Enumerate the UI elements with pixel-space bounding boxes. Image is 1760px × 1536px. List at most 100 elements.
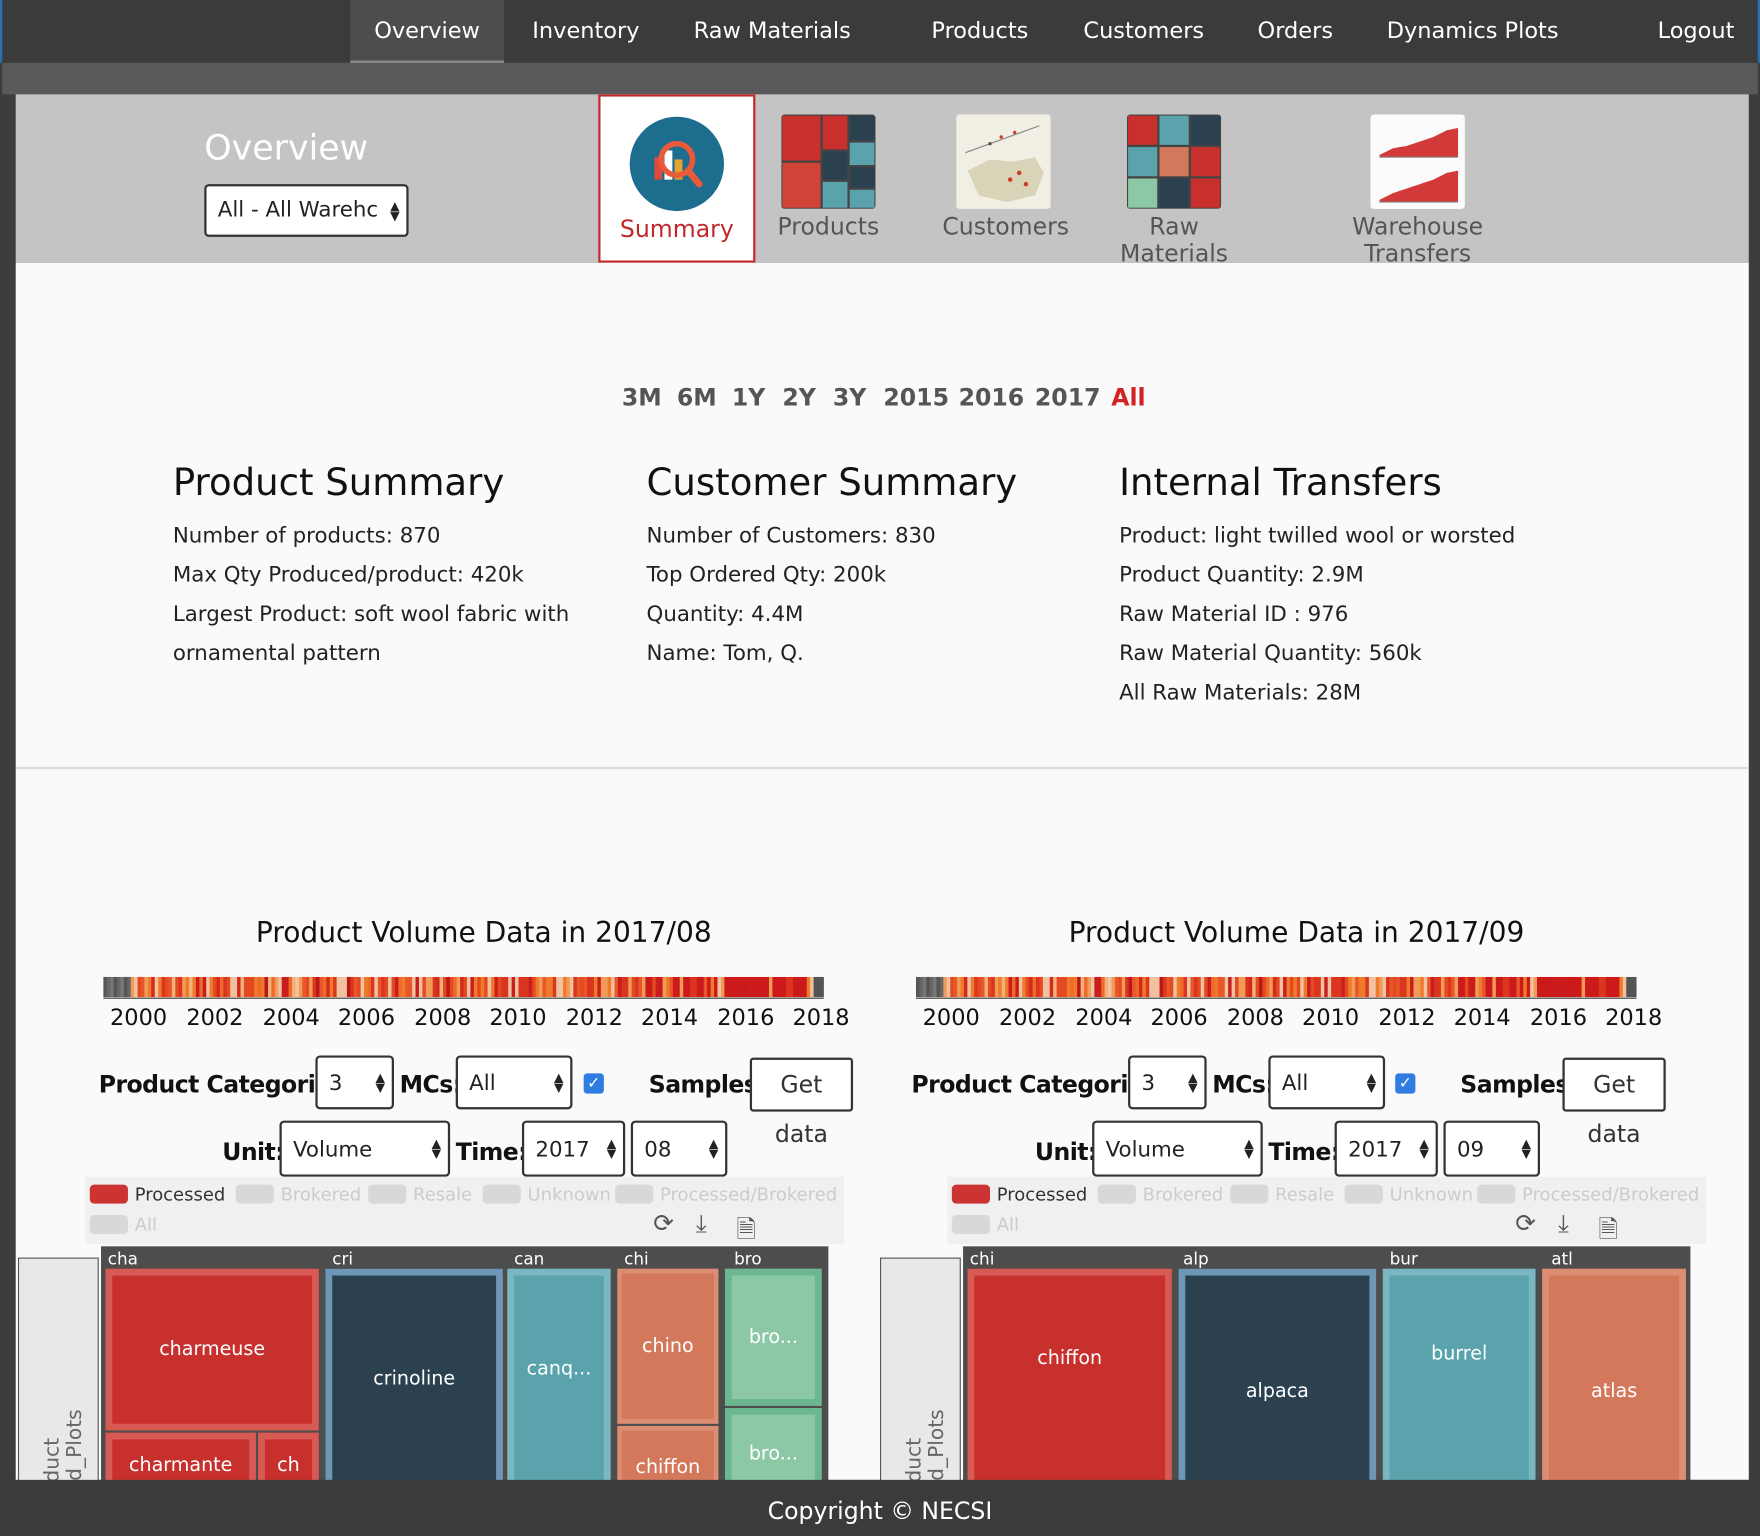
legend-resale[interactable]: Resale: [1230, 1183, 1334, 1205]
document-icon[interactable]: 🗎: [736, 1216, 757, 1245]
treemap-cell[interactable]: charmeuse: [105, 1268, 319, 1431]
treemap-cell[interactable]: burrel: [1382, 1268, 1536, 1483]
refresh-icon[interactable]: ⟳: [653, 1210, 674, 1239]
treemap-cell[interactable]: bro...: [725, 1268, 822, 1406]
timeline-band: [1077, 976, 1082, 998]
tab-raw-materials[interactable]: Raw Materials: [1096, 94, 1253, 267]
range-2016[interactable]: 2016: [958, 384, 1025, 411]
mcs-checkbox[interactable]: ✓: [583, 1073, 604, 1094]
tab-products[interactable]: Products: [768, 94, 889, 262]
range-3m[interactable]: 3M: [621, 384, 662, 411]
range-1y[interactable]: 1Y: [731, 384, 766, 411]
treemap-cell[interactable]: chiffon: [967, 1268, 1172, 1483]
legend-unknown[interactable]: Unknown: [482, 1183, 611, 1205]
year-select[interactable]: 2017 ▲ ▼: [521, 1120, 626, 1177]
timeline-band: [1320, 976, 1325, 998]
legend-resale[interactable]: Resale: [368, 1183, 472, 1205]
range-3y[interactable]: 3Y: [832, 384, 867, 411]
nav-inventory[interactable]: Inventory: [532, 16, 640, 44]
legend-unknown[interactable]: Unknown: [1344, 1183, 1473, 1205]
legend-brokered[interactable]: Brokered: [235, 1183, 361, 1205]
customer-summary-line: Top Ordered Qty: 200k: [646, 562, 887, 588]
timeline-band: [1118, 976, 1123, 998]
nav-dynamics-plots[interactable]: Dynamics Plots: [1386, 16, 1559, 44]
legend-brokered[interactable]: Brokered: [1097, 1183, 1223, 1205]
nav-logout[interactable]: Logout: [1657, 16, 1735, 44]
timeline-band: [394, 976, 400, 998]
timeline-band: [168, 976, 173, 998]
section-divider: [15, 766, 1749, 770]
timeline-band: [1358, 976, 1363, 998]
treemap-cell[interactable]: crinoline: [325, 1268, 503, 1483]
timeline-band: [950, 976, 955, 998]
range-all[interactable]: All: [1111, 384, 1146, 411]
get-data-button[interactable]: Get data: [749, 1057, 854, 1148]
treemap-cell[interactable]: canq...: [507, 1268, 611, 1483]
product-categories-select[interactable]: 3 ▲ ▼: [1128, 1055, 1207, 1110]
range-2015[interactable]: 2015: [883, 384, 949, 411]
legend-processed[interactable]: Processed: [89, 1183, 225, 1205]
nav-raw-materials[interactable]: Raw Materials: [693, 16, 851, 44]
tab-customers[interactable]: Customers: [927, 94, 1084, 262]
nav-orders[interactable]: Orders: [1257, 16, 1334, 44]
nav-overview[interactable]: Overview: [350, 0, 504, 63]
treemap-cell-label: bro...: [748, 1326, 798, 1349]
treemap-cell[interactable]: bro...: [725, 1408, 822, 1483]
get-data-button[interactable]: Get data: [1562, 1057, 1666, 1148]
timeline-band: [1344, 976, 1349, 998]
tab-summary[interactable]: Summary: [598, 94, 756, 263]
month-select[interactable]: 08 ▲ ▼: [630, 1120, 728, 1177]
document-icon[interactable]: 🗎: [1598, 1216, 1619, 1245]
treemap-cell[interactable]: ch: [258, 1432, 319, 1483]
timeline-band: [233, 976, 238, 998]
mcs-select[interactable]: All ▲ ▼: [1268, 1055, 1386, 1110]
timeline-band: [939, 976, 945, 998]
timeline-band: [1138, 976, 1144, 998]
timeline-band: [120, 976, 125, 998]
timeline-heatstrip[interactable]: [103, 976, 825, 1002]
range-2017[interactable]: 2017: [1034, 384, 1101, 411]
legend-processed-brokered[interactable]: Processed/Brokered: [1477, 1183, 1699, 1205]
year-select[interactable]: 2017 ▲ ▼: [1334, 1120, 1438, 1177]
timeline-band: [497, 976, 502, 998]
panel-title: Product Volume Data in 2017/08: [255, 916, 712, 949]
download-icon[interactable]: ⤓: [1557, 1210, 1569, 1239]
samples-label: Samples: [1460, 1071, 1569, 1099]
treemap-cell[interactable]: chiffon: [617, 1425, 719, 1483]
timeline-band: [1166, 976, 1171, 998]
timeline-band: [329, 976, 334, 998]
timeline-tick: 2002: [998, 1003, 1057, 1031]
timeline-band: [666, 976, 671, 998]
tab-warehouse-transfers[interactable]: Warehouse Transfers: [1295, 94, 1540, 267]
range-2y[interactable]: 2Y: [782, 384, 816, 411]
timeline-heatstrip[interactable]: [915, 976, 1638, 1002]
range-6m[interactable]: 6M: [676, 384, 717, 411]
month-select[interactable]: 09 ▲ ▼: [1443, 1120, 1541, 1177]
timeline-band: [247, 976, 252, 998]
timeline-band: [1512, 976, 1518, 998]
refresh-icon[interactable]: ⟳: [1515, 1210, 1537, 1239]
treemap-cell[interactable]: chino: [617, 1268, 719, 1424]
mcs-checkbox[interactable]: ✓: [1395, 1073, 1416, 1094]
treemap-cell[interactable]: atlas: [1542, 1268, 1686, 1483]
treemap-cell[interactable]: alpaca: [1178, 1268, 1377, 1483]
tab-raw-materials-label: Raw Materials: [1120, 213, 1229, 268]
timeline-tick: 2004: [262, 1003, 320, 1031]
nav-customers[interactable]: Customers: [1083, 16, 1205, 44]
legend-processed[interactable]: Processed: [951, 1183, 1087, 1205]
unit-select[interactable]: Volume ▲ ▼: [1092, 1120, 1263, 1177]
timeline-band: [1365, 976, 1370, 998]
warehouse-select[interactable]: All - All Warehc ▲ ▼: [204, 184, 409, 237]
timeline-band: [799, 976, 804, 998]
legend-all[interactable]: All: [89, 1214, 157, 1235]
legend-all[interactable]: All: [951, 1214, 1019, 1235]
nav-products[interactable]: Products: [931, 16, 1029, 44]
download-icon[interactable]: ⤓: [695, 1210, 707, 1239]
product-categories-select[interactable]: 3 ▲ ▼: [315, 1055, 394, 1110]
treemap-cell[interactable]: charmante: [105, 1432, 256, 1483]
unit-select[interactable]: Volume ▲ ▼: [279, 1120, 451, 1177]
mcs-select[interactable]: All ▲ ▼: [455, 1055, 573, 1110]
timeline-band: [998, 976, 1003, 998]
treemap-group-label: can: [514, 1248, 545, 1269]
legend-processed-brokered[interactable]: Processed/Brokered: [615, 1183, 837, 1205]
